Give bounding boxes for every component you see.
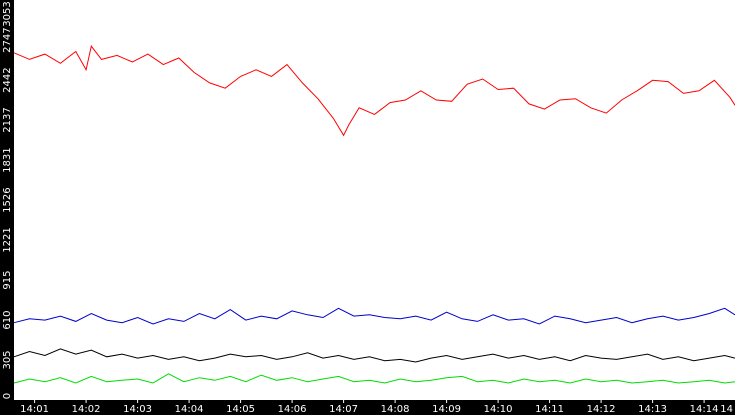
series-line-2 xyxy=(13,348,735,363)
y-tick-label: 1526 xyxy=(2,187,13,212)
x-tick-label: 14:12 xyxy=(587,404,616,415)
x-tick-label: 14:09 xyxy=(432,404,461,415)
x-tick-label: 14:02 xyxy=(72,404,101,415)
x-tick-label: 14:03 xyxy=(123,404,152,415)
x-tick-label: 14:01 xyxy=(20,404,49,415)
y-tick-label: 2747 xyxy=(2,27,13,52)
y-tick-label: 0 xyxy=(2,393,13,399)
y-tick-label: 610 xyxy=(2,311,13,330)
x-tick-label: 14:10 xyxy=(484,404,513,415)
series-line-3 xyxy=(13,373,735,384)
x-tick-label: 14:13 xyxy=(638,404,667,415)
y-tick-label: 2442 xyxy=(2,67,13,92)
series-line-1 xyxy=(13,307,735,325)
y-tick-label: 305 xyxy=(2,350,13,369)
y-tick-label: 915 xyxy=(2,271,13,290)
x-tick-label: 14:05 xyxy=(226,404,255,415)
x-tick-labels: 14:01 14:02 14:03 14:04 14:05 14:06 14:07 14:08… xyxy=(20,400,733,415)
x-tick-label: 14:11 xyxy=(535,404,564,415)
x-tick-label: 14:04 xyxy=(175,404,204,415)
y-tick-label: 3053 xyxy=(2,1,13,26)
x-tick-label: 14 xyxy=(720,404,733,415)
y-tick-label: 2137 xyxy=(2,107,13,132)
x-axis-band xyxy=(0,400,735,415)
x-tick-label: 14:06 xyxy=(278,404,307,415)
y-tick-label: 1831 xyxy=(2,147,13,172)
x-tick-label: 14:14 xyxy=(690,404,719,415)
y-axis-band xyxy=(0,0,14,415)
y-tick-label: 1221 xyxy=(2,227,13,252)
series-line-0 xyxy=(13,45,735,137)
series-layer xyxy=(13,45,735,384)
x-tick-label: 14:08 xyxy=(381,404,410,415)
x-tick-label: 14:07 xyxy=(329,404,358,415)
